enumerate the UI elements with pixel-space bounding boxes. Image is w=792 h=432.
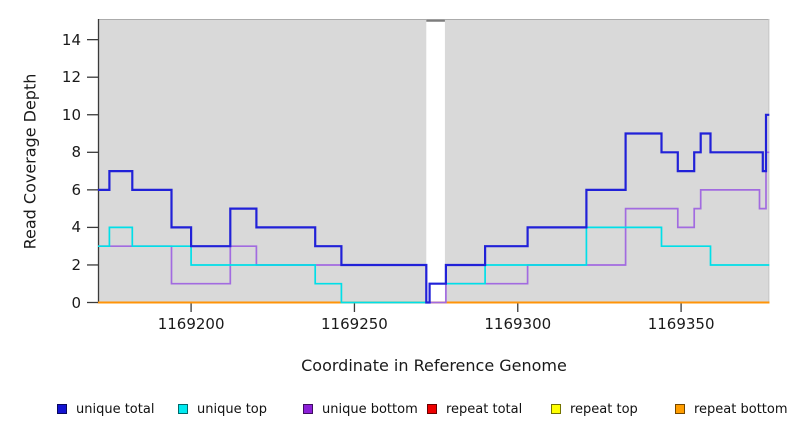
legend-label: unique top (197, 401, 268, 417)
series-line-unique-total (98, 113, 770, 304)
legend-item-repeat-total: repeat total (427, 400, 522, 418)
legend-swatch-unique-bottom (303, 404, 313, 414)
y-tick-label-14: 14 (61, 30, 81, 49)
legend-label: repeat top (570, 401, 638, 417)
legend-label: repeat bottom (694, 401, 788, 417)
y-tick-label-12: 12 (61, 68, 81, 87)
x-tick-label-1169250: 1169250 (321, 314, 388, 333)
legend-swatch-repeat-bottom (675, 404, 685, 414)
legend-item-unique-bottom: unique bottom (303, 400, 418, 418)
x-tick-label-1169300: 1169300 (484, 314, 552, 333)
legend-label: unique total (76, 401, 155, 417)
y-tick-label-8: 8 (71, 143, 81, 162)
y-tick-label-10: 10 (61, 105, 81, 124)
legend-item-repeat-top: repeat top (551, 400, 638, 418)
legend-label: repeat total (446, 401, 523, 417)
legend: unique total unique top unique bottom repea… (0, 400, 792, 420)
y-tick-label-0: 0 (71, 293, 81, 312)
legend-item-unique-top: unique top (178, 400, 267, 418)
x-axis-title: Coordinate in Reference Genome (301, 356, 567, 375)
gap-band (426, 19, 445, 303)
legend-swatch-repeat-top (551, 404, 561, 414)
legend-item-repeat-bottom: repeat bottom (675, 400, 788, 418)
legend-item-unique-total: unique total (57, 400, 154, 418)
legend-swatch-unique-total (57, 404, 67, 414)
y-tick-label-2: 2 (71, 255, 81, 274)
series-line-unique-top (98, 226, 770, 304)
x-tick-label-1169200: 1169200 (157, 314, 225, 333)
legend-swatch-repeat-total (427, 404, 437, 414)
legend-swatch-unique-top (178, 404, 188, 414)
y-tick-label-6: 6 (71, 180, 81, 199)
y-tick-label-4: 4 (71, 218, 81, 237)
legend-label: unique bottom (322, 401, 418, 417)
x-tick-label-1169350: 1169350 (647, 314, 715, 333)
